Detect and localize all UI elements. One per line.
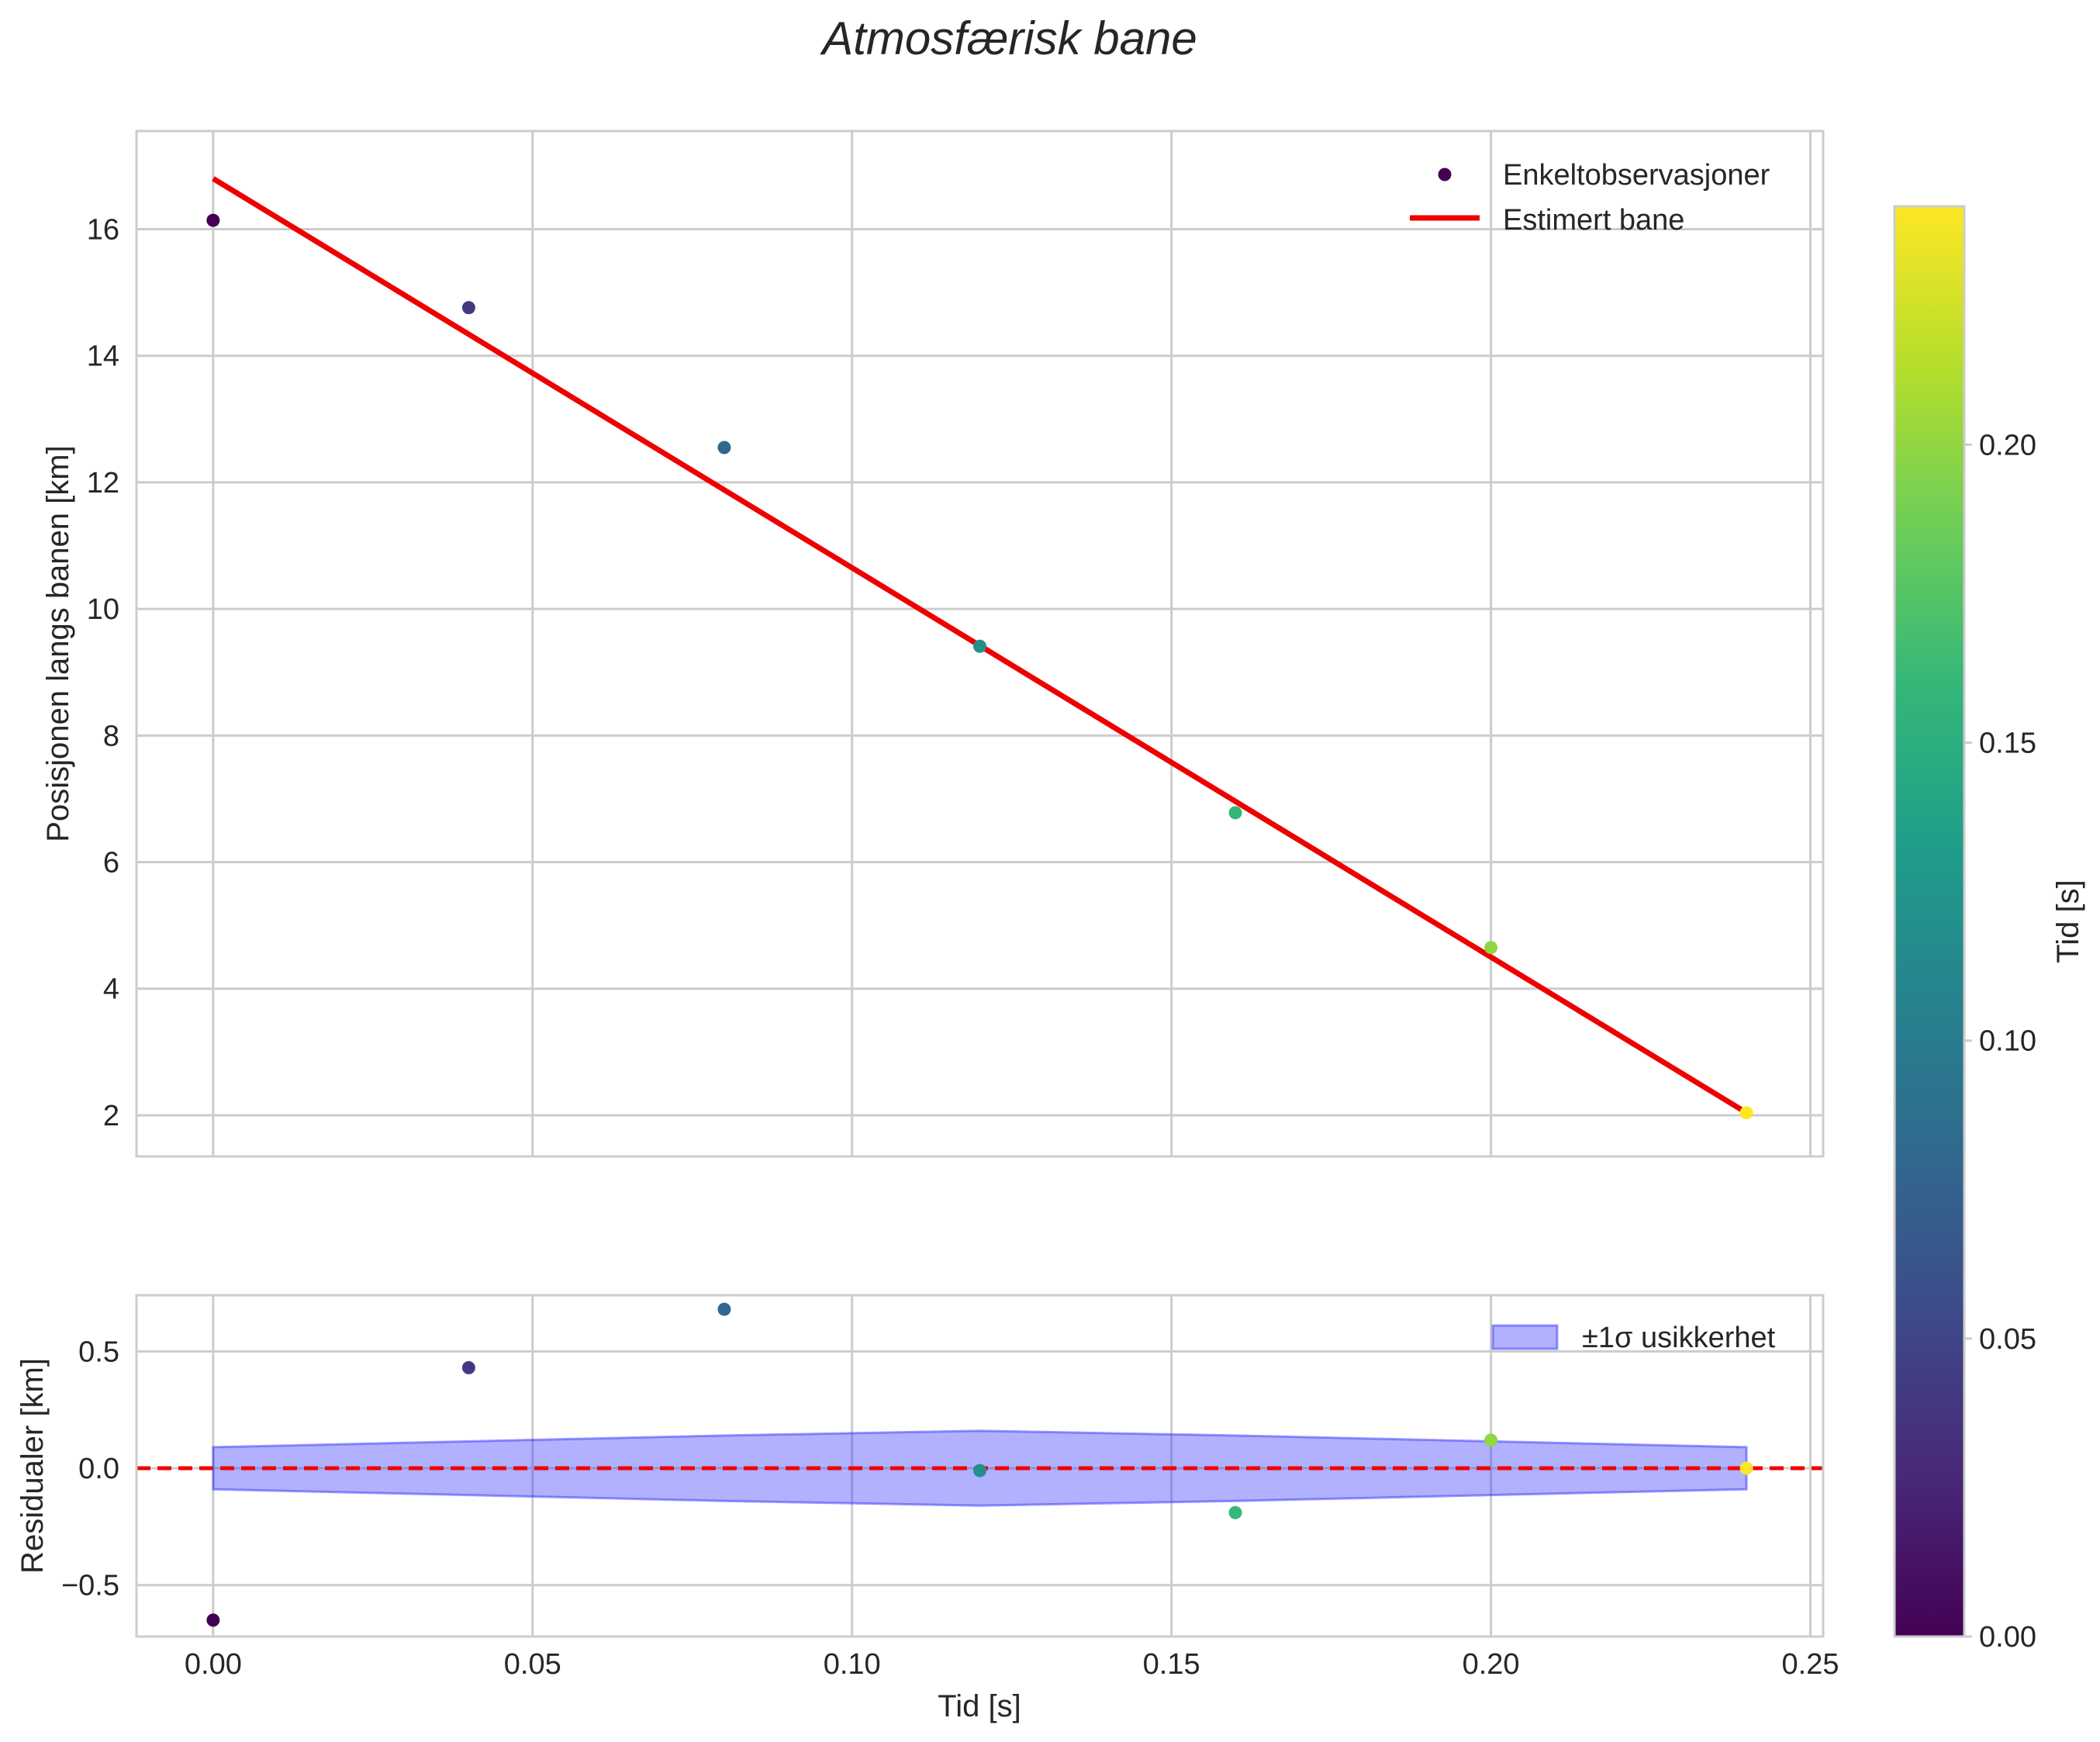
res-ytick-label: −0.5 bbox=[61, 1570, 119, 1602]
residual-point bbox=[973, 1464, 986, 1478]
colorbar: 0.00 0.05 0.10 0.15 0.20 Tid [s] bbox=[1893, 205, 2085, 1654]
residual-point bbox=[206, 1613, 220, 1627]
observation-point bbox=[206, 213, 220, 227]
residual-point bbox=[1228, 1505, 1242, 1519]
main-ytick-label: 14 bbox=[87, 340, 119, 373]
x-tick-label: 0.15 bbox=[1143, 1648, 1200, 1681]
observation-point bbox=[461, 301, 475, 315]
colorbar-tick-label: 0.20 bbox=[1979, 429, 2036, 461]
x-tick-label: 0.25 bbox=[1782, 1648, 1839, 1681]
legend-band-label: ±1σ usikkerhet bbox=[1582, 1322, 1776, 1354]
legend-band-swatch bbox=[1491, 1324, 1559, 1350]
colorbar-label: Tid [s] bbox=[2051, 880, 2085, 963]
legend-scatter-marker bbox=[1438, 168, 1452, 181]
residual-x-axis-label: Tid [s] bbox=[938, 1689, 1021, 1723]
observation-point bbox=[1484, 941, 1498, 955]
legend-line-label: Estimert bane bbox=[1503, 204, 1684, 237]
observation-point bbox=[717, 441, 731, 455]
colorbar-tick-label: 0.05 bbox=[1979, 1323, 2036, 1356]
main-ytick-label: 4 bbox=[103, 973, 119, 1006]
residual-point bbox=[1484, 1433, 1498, 1447]
main-ytick-label: 8 bbox=[103, 720, 119, 752]
residual-y-axis-label: Residualer [km] bbox=[16, 1358, 50, 1574]
residual-axes-frame bbox=[135, 1294, 1825, 1638]
main-ytick-label: 6 bbox=[103, 847, 119, 880]
x-tick-label: 0.05 bbox=[504, 1648, 561, 1681]
main-ytick-label: 2 bbox=[103, 1100, 119, 1132]
main-ytick-label: 12 bbox=[87, 467, 119, 499]
colorbar-tick-label: 0.00 bbox=[1979, 1621, 2036, 1654]
main-ytick-label: 10 bbox=[87, 593, 119, 626]
trajectory-grid bbox=[136, 131, 1823, 1156]
legend-scatter-label: Enkeltobservasjoner bbox=[1503, 159, 1770, 192]
observation-point bbox=[1739, 1106, 1753, 1120]
trajectory-panel: 2 4 6 8 10 12 14 16 Posisjonen langs banen [km]… bbox=[41, 130, 1825, 1158]
x-tick-label: 0.10 bbox=[824, 1648, 881, 1681]
x-tick-label: 0.00 bbox=[185, 1648, 242, 1681]
trajectory-axes-frame bbox=[135, 130, 1825, 1158]
residual-panel: −0.5 0.0 0.5 0.00 0.05 0.10 0.15 0.20 0.25 Tid … bbox=[16, 1294, 1839, 1723]
colorbar-tick-label: 0.15 bbox=[1979, 728, 2036, 760]
res-ytick-label: 0.5 bbox=[78, 1336, 119, 1368]
residual-point bbox=[717, 1302, 731, 1316]
residual-point bbox=[1739, 1461, 1753, 1475]
residual-legend: ±1σ usikkerhet bbox=[1491, 1322, 1776, 1354]
residual-point bbox=[461, 1360, 475, 1374]
trajectory-y-axis-label: Posisjonen langs banen [km] bbox=[41, 445, 75, 842]
trajectory-legend: Enkeltobservasjoner Estimert bane bbox=[1410, 159, 1770, 237]
observation-point bbox=[1228, 806, 1242, 820]
colorbar-tick-label: 0.10 bbox=[1979, 1025, 2036, 1058]
res-ytick-label: 0.0 bbox=[78, 1453, 119, 1485]
colorbar-gradient bbox=[1893, 205, 1966, 1638]
main-ytick-label: 16 bbox=[87, 213, 119, 246]
x-tick-label: 0.20 bbox=[1463, 1648, 1520, 1681]
observation-point bbox=[973, 639, 986, 653]
chart-title: Atmosfærisk bane bbox=[820, 12, 1197, 64]
